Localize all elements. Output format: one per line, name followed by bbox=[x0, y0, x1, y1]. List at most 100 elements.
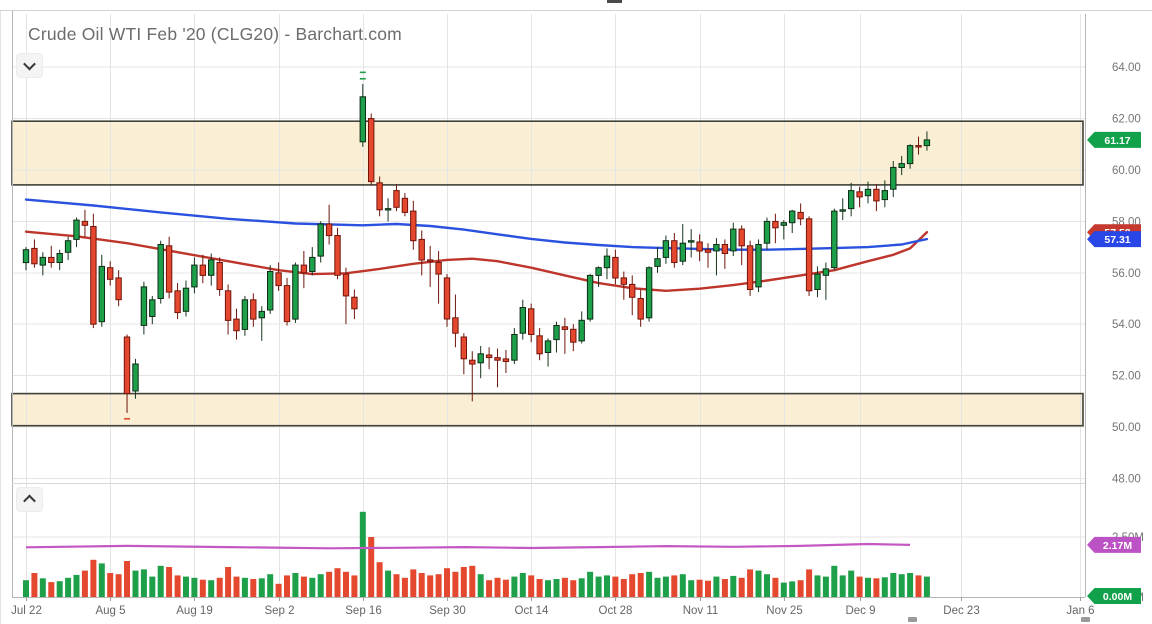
page-title: Crude Oil WTI Feb '20 (CLG20) - Barchart… bbox=[28, 24, 402, 44]
volume-bar bbox=[923, 576, 930, 597]
volume-bar bbox=[208, 580, 215, 597]
volume-bar bbox=[183, 576, 189, 597]
volume-bar bbox=[528, 575, 535, 597]
volume-bar bbox=[755, 570, 762, 597]
candle bbox=[645, 267, 653, 319]
candle bbox=[528, 308, 535, 335]
candle bbox=[115, 277, 122, 301]
candle bbox=[224, 290, 232, 321]
candle bbox=[763, 220, 771, 244]
candle bbox=[544, 340, 552, 353]
volume-bar bbox=[764, 574, 770, 597]
volume-bar bbox=[199, 579, 206, 597]
candle bbox=[511, 334, 518, 361]
candle bbox=[915, 145, 922, 148]
candle bbox=[898, 163, 905, 169]
candle bbox=[755, 244, 762, 288]
volume-bar bbox=[831, 565, 838, 597]
candle bbox=[780, 222, 787, 226]
candle bbox=[334, 235, 341, 276]
candle bbox=[199, 264, 207, 276]
top-accent-dash bbox=[607, 0, 622, 3]
volume-bar bbox=[309, 577, 316, 597]
candles-layer bbox=[22, 83, 931, 413]
svg-text:57.31: 57.31 bbox=[1104, 234, 1130, 246]
chevron-down-icon bbox=[23, 57, 36, 71]
volume-bar bbox=[477, 574, 484, 597]
candle bbox=[713, 244, 720, 252]
candle bbox=[435, 262, 442, 275]
candle bbox=[81, 220, 89, 226]
candle bbox=[856, 191, 863, 198]
volume-pane-toggle-button[interactable] bbox=[17, 488, 42, 511]
candle bbox=[721, 244, 729, 254]
candle bbox=[56, 253, 63, 263]
volume-bar bbox=[494, 577, 501, 597]
candle bbox=[864, 188, 872, 197]
volume-bar bbox=[907, 573, 914, 597]
volume-bar bbox=[452, 571, 459, 597]
candle bbox=[704, 249, 712, 253]
x-axis-label: Nov 11 bbox=[683, 605, 719, 617]
candle bbox=[772, 220, 779, 229]
volume-bar bbox=[679, 574, 686, 597]
volume-bar bbox=[797, 580, 804, 597]
volume-bar bbox=[317, 574, 324, 597]
volume-bar bbox=[351, 575, 358, 597]
candle bbox=[662, 240, 670, 258]
volume-bar bbox=[258, 578, 265, 597]
volume-ma-badge bbox=[1087, 536, 1141, 553]
volume-bar bbox=[275, 583, 282, 597]
volume-bar bbox=[166, 567, 173, 597]
candle bbox=[822, 268, 830, 276]
volume-bar bbox=[132, 570, 139, 597]
volume-bar bbox=[418, 573, 425, 597]
candle bbox=[839, 209, 846, 212]
candle bbox=[805, 218, 813, 292]
top-frame-line bbox=[0, 10, 1152, 11]
x-axis-label: Jan 6 bbox=[1066, 605, 1094, 617]
candle bbox=[881, 190, 888, 201]
volume-bar bbox=[848, 570, 855, 597]
candle bbox=[39, 256, 46, 266]
volume-bar bbox=[822, 576, 829, 597]
x-axis-label: Dec 23 bbox=[943, 605, 979, 617]
volume-bar bbox=[890, 573, 897, 597]
volume-bar bbox=[873, 578, 880, 597]
price-axis-label: 56.00 bbox=[1112, 268, 1141, 280]
volume-bar bbox=[401, 577, 408, 597]
price-pane-toggle-button[interactable] bbox=[17, 54, 42, 77]
volume-bar bbox=[780, 582, 787, 597]
volume-bar bbox=[578, 578, 585, 597]
candle bbox=[730, 228, 737, 252]
volume-bar bbox=[157, 565, 164, 597]
x-axis-label: Aug 19 bbox=[176, 605, 212, 617]
price-axis-label: 60.00 bbox=[1112, 165, 1141, 177]
volume-bar bbox=[23, 580, 29, 597]
volume-bar bbox=[267, 574, 274, 597]
candle bbox=[494, 357, 501, 361]
candle bbox=[410, 210, 417, 242]
x-axis-label: Oct 14 bbox=[515, 605, 549, 617]
gridlines bbox=[12, 14, 1085, 597]
candle bbox=[165, 245, 173, 293]
volume-bar bbox=[284, 575, 290, 597]
volume-bar bbox=[662, 576, 669, 597]
candle bbox=[688, 240, 695, 243]
volume-bar bbox=[250, 579, 257, 597]
volume-bar bbox=[806, 569, 813, 597]
scroll-grip-icon[interactable] bbox=[1081, 617, 1090, 622]
volume-bar bbox=[881, 577, 888, 597]
volume-bar bbox=[519, 573, 526, 597]
volume-bar bbox=[39, 578, 46, 597]
volume-bar bbox=[292, 573, 299, 597]
svg-text:61.17: 61.17 bbox=[1104, 135, 1130, 147]
candle bbox=[502, 358, 510, 362]
candle bbox=[250, 299, 257, 320]
candle bbox=[789, 210, 796, 224]
candle bbox=[561, 326, 569, 330]
scroll-grip-icon[interactable] bbox=[908, 617, 917, 622]
